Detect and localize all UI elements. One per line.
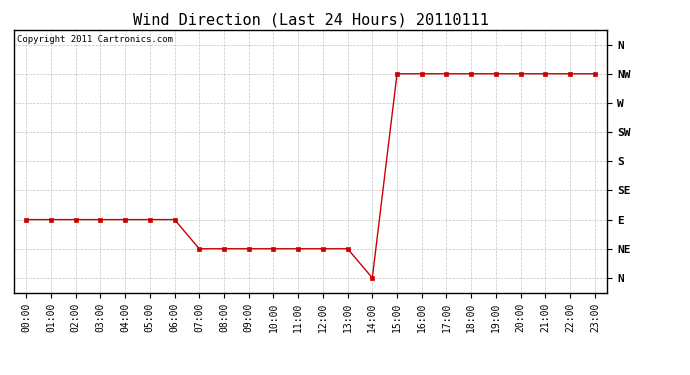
Title: Wind Direction (Last 24 Hours) 20110111: Wind Direction (Last 24 Hours) 20110111 [132,12,489,27]
Text: Copyright 2011 Cartronics.com: Copyright 2011 Cartronics.com [17,35,172,44]
